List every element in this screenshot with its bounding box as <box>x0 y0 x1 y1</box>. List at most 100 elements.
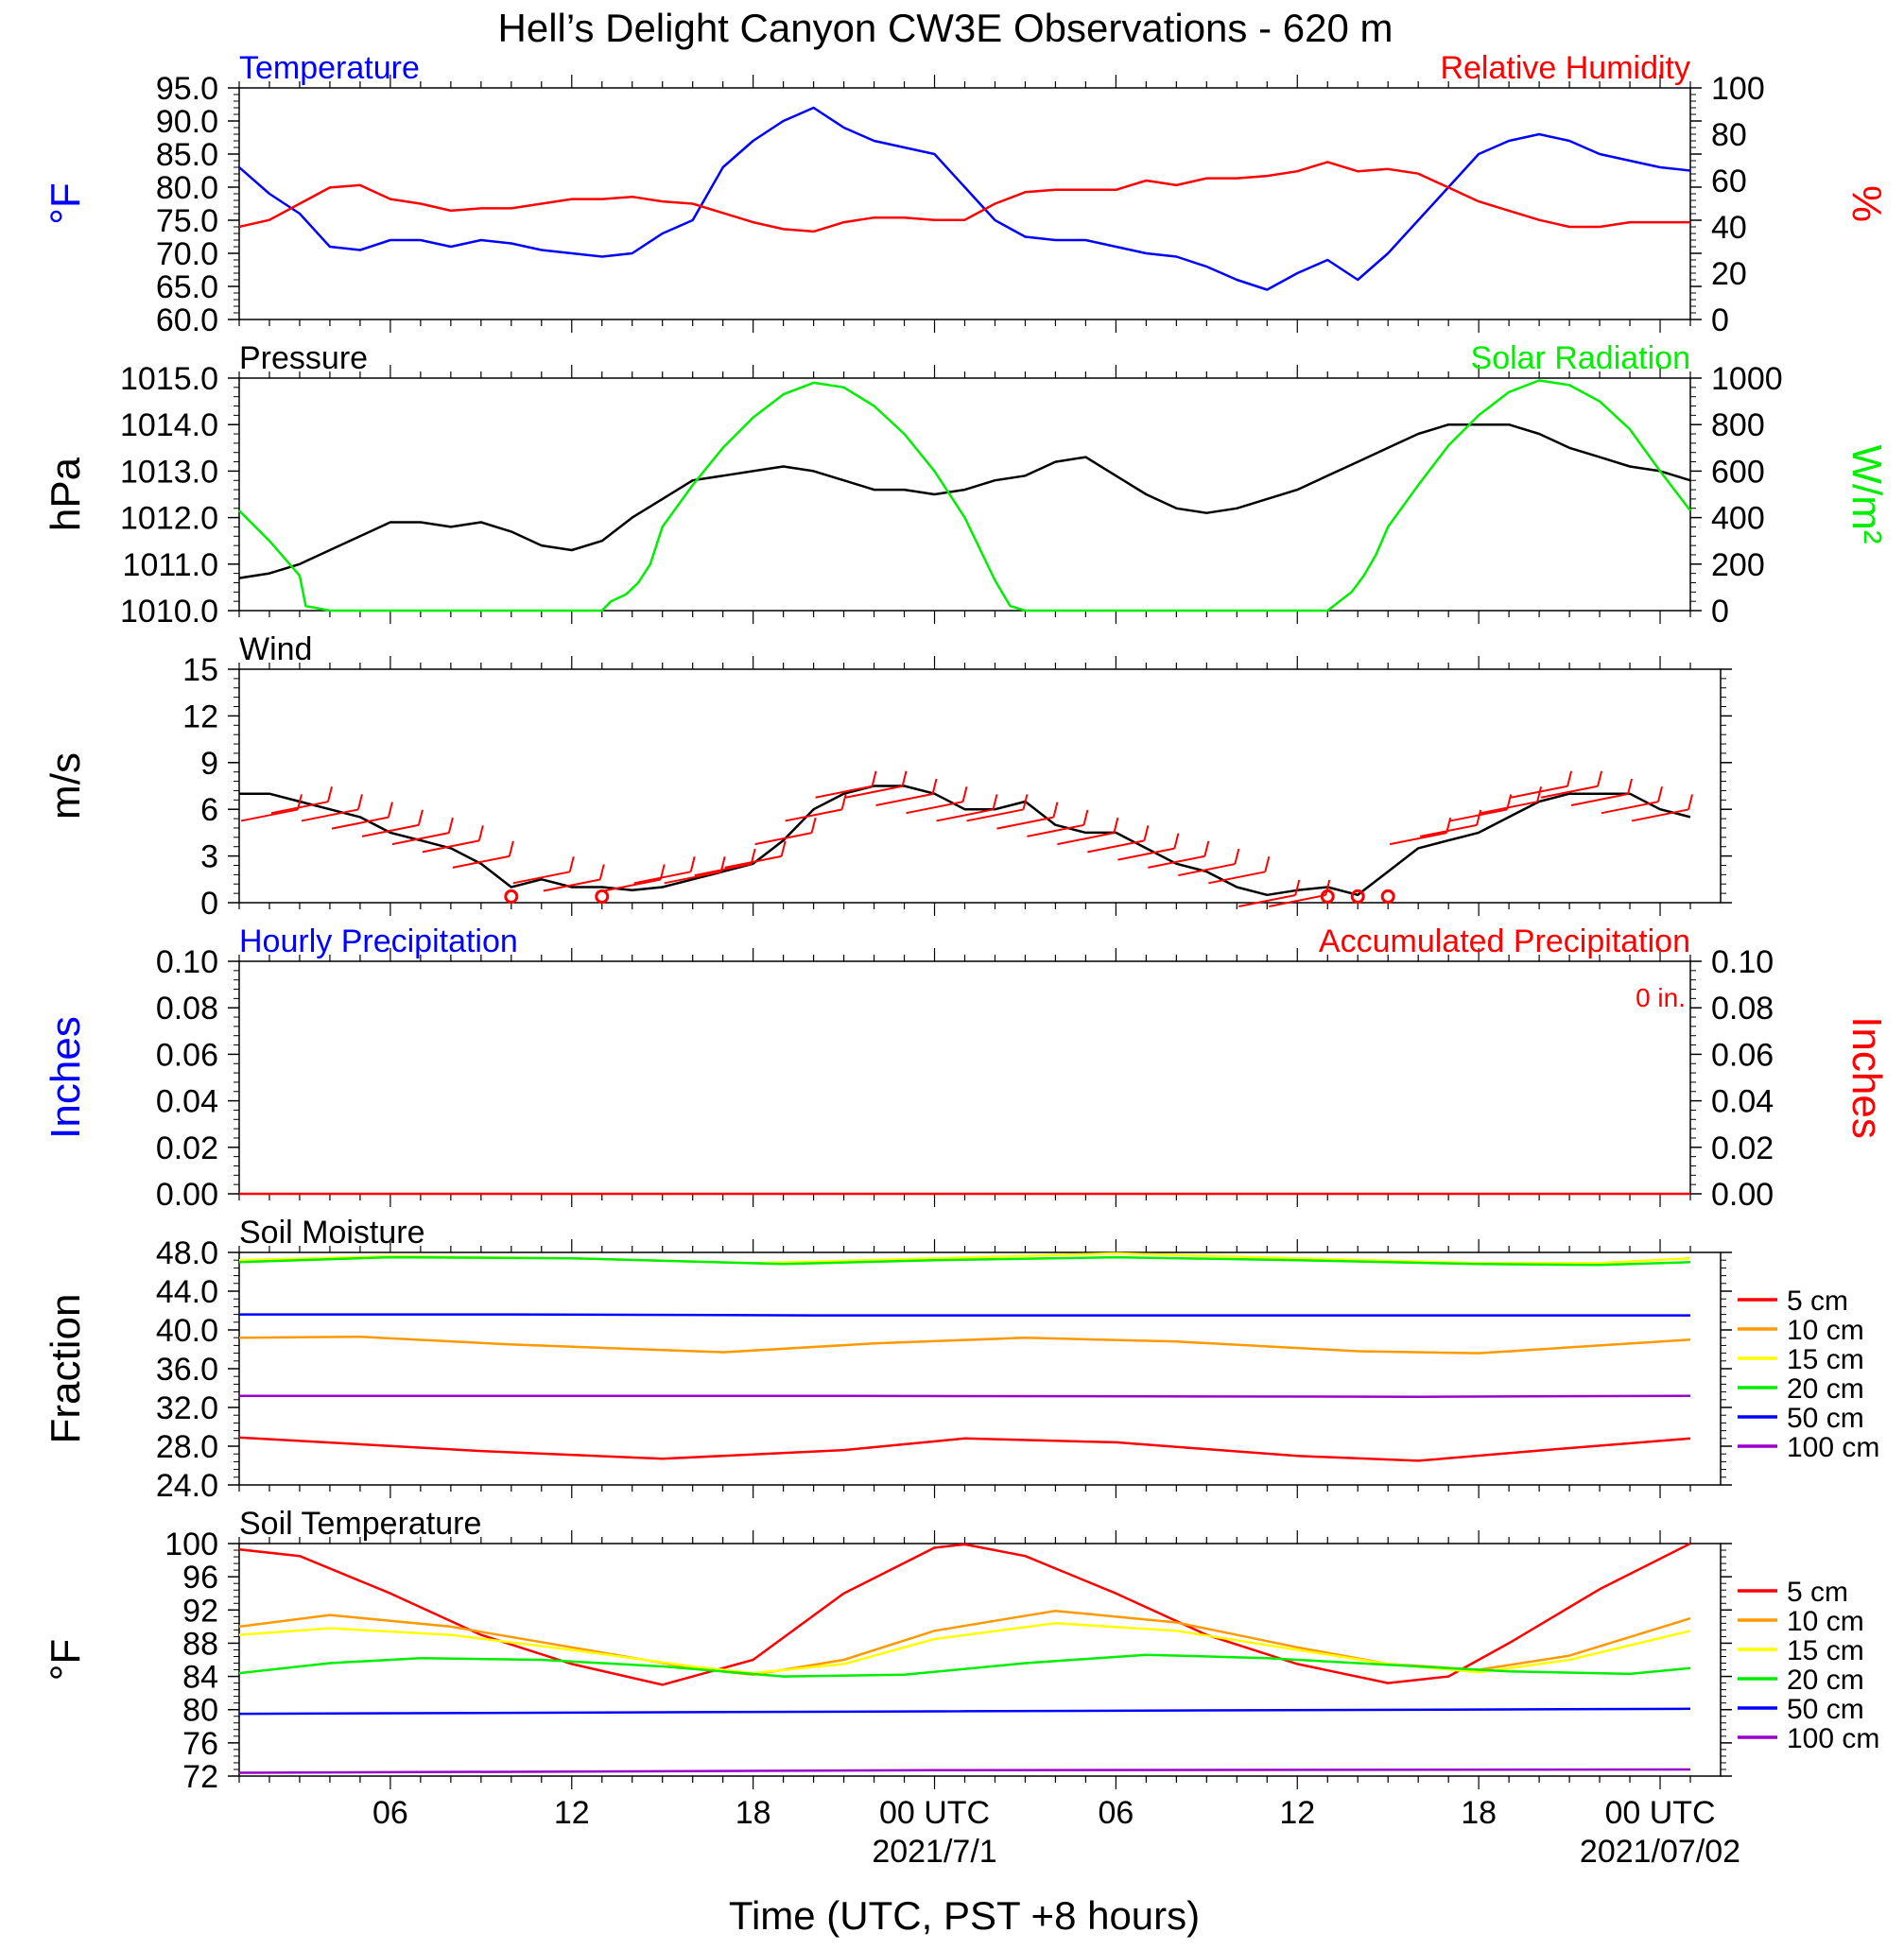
y-tick-label-left: 100 <box>164 1527 218 1562</box>
y-tick-label-left: 0.08 <box>156 991 218 1027</box>
y-tick-label-left: 32.0 <box>156 1390 218 1426</box>
wind-barb <box>785 808 842 822</box>
wind-barb-flag <box>1627 778 1634 795</box>
series-line-5-cm <box>238 1436 1691 1462</box>
wind-barb-flag <box>1566 770 1573 786</box>
panel-left-title: Wind <box>239 631 312 667</box>
wind-barb-flag <box>780 840 787 857</box>
legend-label: 50 cm <box>1787 1694 1864 1725</box>
y-tick-label-left: 9 <box>200 746 218 782</box>
wind-calm-circle <box>1380 889 1395 904</box>
y-tick-label-left: 72 <box>182 1759 218 1795</box>
wind-barb <box>331 816 389 830</box>
legend-label: 100 cm <box>1787 1432 1879 1463</box>
wind-calm-circle <box>1320 889 1335 904</box>
wind-barb <box>1027 823 1084 837</box>
wind-barb-flag <box>417 809 424 826</box>
y-tick-label-left: 60.0 <box>156 302 218 338</box>
wind-barb-flag <box>1294 879 1301 896</box>
wind-barb-flag <box>598 864 605 880</box>
panel-right-title: Accumulated Precipitation <box>1319 923 1690 959</box>
wind-barb <box>1057 832 1115 846</box>
wind-barb <box>1449 808 1508 822</box>
wind-barb <box>1631 808 1689 822</box>
wind-barb-flag <box>326 785 333 802</box>
plot-frame <box>238 668 1722 904</box>
y-tick-label-left: 85.0 <box>156 137 218 173</box>
y-axis-label-left: Inches <box>43 1016 89 1139</box>
y-tick-label-left: 28.0 <box>156 1429 218 1465</box>
wind-barb-flag <box>1597 770 1603 786</box>
wind-barb-flag <box>477 825 484 841</box>
wind-barb-flag <box>810 817 817 834</box>
y-axis-label-right: Inches <box>1843 1016 1890 1139</box>
y-tick-label-left: 0 <box>200 886 218 922</box>
x-tick-label: 06 <box>1098 1795 1134 1831</box>
wind-barb-flag <box>447 817 454 834</box>
x-tick-label: 12 <box>1279 1795 1315 1831</box>
y-tick-label-left: 90.0 <box>156 104 218 140</box>
wind-barb <box>1540 785 1599 799</box>
panel-pressure_solar: 1015.0 1014.0 1013.0 1012.0 1011.0 1010.0 1000… <box>43 340 1890 630</box>
wind-barb <box>845 785 903 799</box>
x-tick-label: 12 <box>554 1795 590 1831</box>
series-line-20-cm <box>238 1255 1691 1267</box>
y-tick-label-left: 95.0 <box>156 71 218 107</box>
panels-group: 95.090.085.080.075.070.065.060.010080604… <box>43 50 1890 1870</box>
x-tick-label: 00 UTC <box>879 1795 990 1831</box>
y-tick-label-right: 0 <box>1711 594 1729 630</box>
wind-barb <box>664 871 721 885</box>
y-tick-label-left: 0.06 <box>156 1037 218 1073</box>
y-axis-label-left: hPa <box>43 457 89 531</box>
wind-barb-flag <box>1688 794 1693 810</box>
y-tick-label-left: 92 <box>182 1593 218 1629</box>
wind-barb-flag <box>1173 833 1180 849</box>
wind-barb-flag <box>568 856 575 872</box>
wind-barb <box>391 832 450 846</box>
wind-barb <box>1480 801 1538 815</box>
y-tick-label-right: 1000 <box>1711 361 1783 397</box>
series-line-pressure <box>238 423 1691 579</box>
wind-barb <box>815 785 873 799</box>
wind-barb-flag <box>840 794 847 810</box>
y-tick-label-left: 1014.0 <box>120 407 218 443</box>
y-tick-label-left: 1013.0 <box>120 454 218 490</box>
y-tick-label-right: 100 <box>1711 71 1765 107</box>
wind-barb <box>422 839 480 854</box>
series-line-100-cm <box>238 1768 1691 1774</box>
series-line-relative-humidity <box>238 161 1690 233</box>
wind-barb-flag <box>1143 825 1150 841</box>
series-line-solar-radiation <box>238 379 1691 613</box>
series-line-50-cm <box>239 1313 1690 1317</box>
x-axis-label: Time (UTC, PST +8 hours) <box>729 1893 1200 1938</box>
y-tick-label-right: 60 <box>1711 164 1747 199</box>
wind-barb-flag <box>387 802 393 818</box>
wind-barb <box>996 816 1054 830</box>
panel-left-title: Soil Temperature <box>239 1506 481 1542</box>
wind-calm-circle <box>595 889 610 904</box>
wind-barb <box>1148 854 1205 869</box>
wind-barb <box>1238 894 1296 907</box>
y-tick-label-left: 36.0 <box>156 1352 218 1388</box>
y-tick-label-right: 200 <box>1711 547 1765 583</box>
y-tick-label-right: 20 <box>1711 256 1747 292</box>
y-tick-label-left: 0.04 <box>156 1084 218 1120</box>
y-tick-label-right: 0.02 <box>1711 1130 1774 1166</box>
y-tick-label-right: 800 <box>1711 407 1765 443</box>
plot-frame <box>238 1543 1722 1777</box>
wind-barb-flag <box>356 794 363 810</box>
y-tick-label-left: 84 <box>182 1660 218 1696</box>
y-axis-label-right: W/m² <box>1843 444 1890 544</box>
y-tick-label-left: 75.0 <box>156 203 218 239</box>
legend-label: 10 cm <box>1787 1606 1864 1637</box>
legend-label: 5 cm <box>1787 1577 1848 1608</box>
series-line-wind <box>239 785 1691 897</box>
y-tick-label-right: 80 <box>1711 117 1747 153</box>
y-tick-label-left: 1015.0 <box>120 361 218 397</box>
wind-barb-flag <box>1476 809 1482 826</box>
wind-barb <box>452 854 511 869</box>
series-line-10-cm <box>238 1609 1691 1677</box>
wind-barb <box>1510 785 1568 799</box>
wind-barb <box>1208 871 1266 885</box>
